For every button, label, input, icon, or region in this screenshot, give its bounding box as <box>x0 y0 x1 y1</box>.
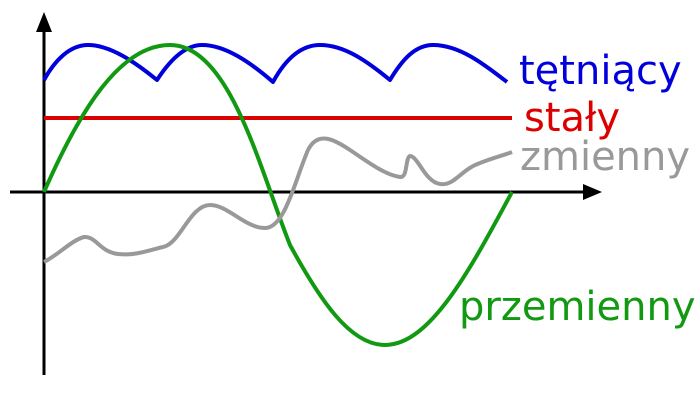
x-axis-arrow <box>583 184 602 200</box>
alternating-line <box>42 42 514 348</box>
axes <box>10 12 602 375</box>
label-pulsating: tętniący <box>519 48 682 94</box>
pulsating-line <box>42 43 509 84</box>
label-variable: zmienny <box>520 134 690 180</box>
label-constant: stały <box>524 95 620 141</box>
variable-line <box>43 136 513 264</box>
y-axis-arrow <box>36 12 52 32</box>
label-alternating: przemienny <box>459 284 696 330</box>
